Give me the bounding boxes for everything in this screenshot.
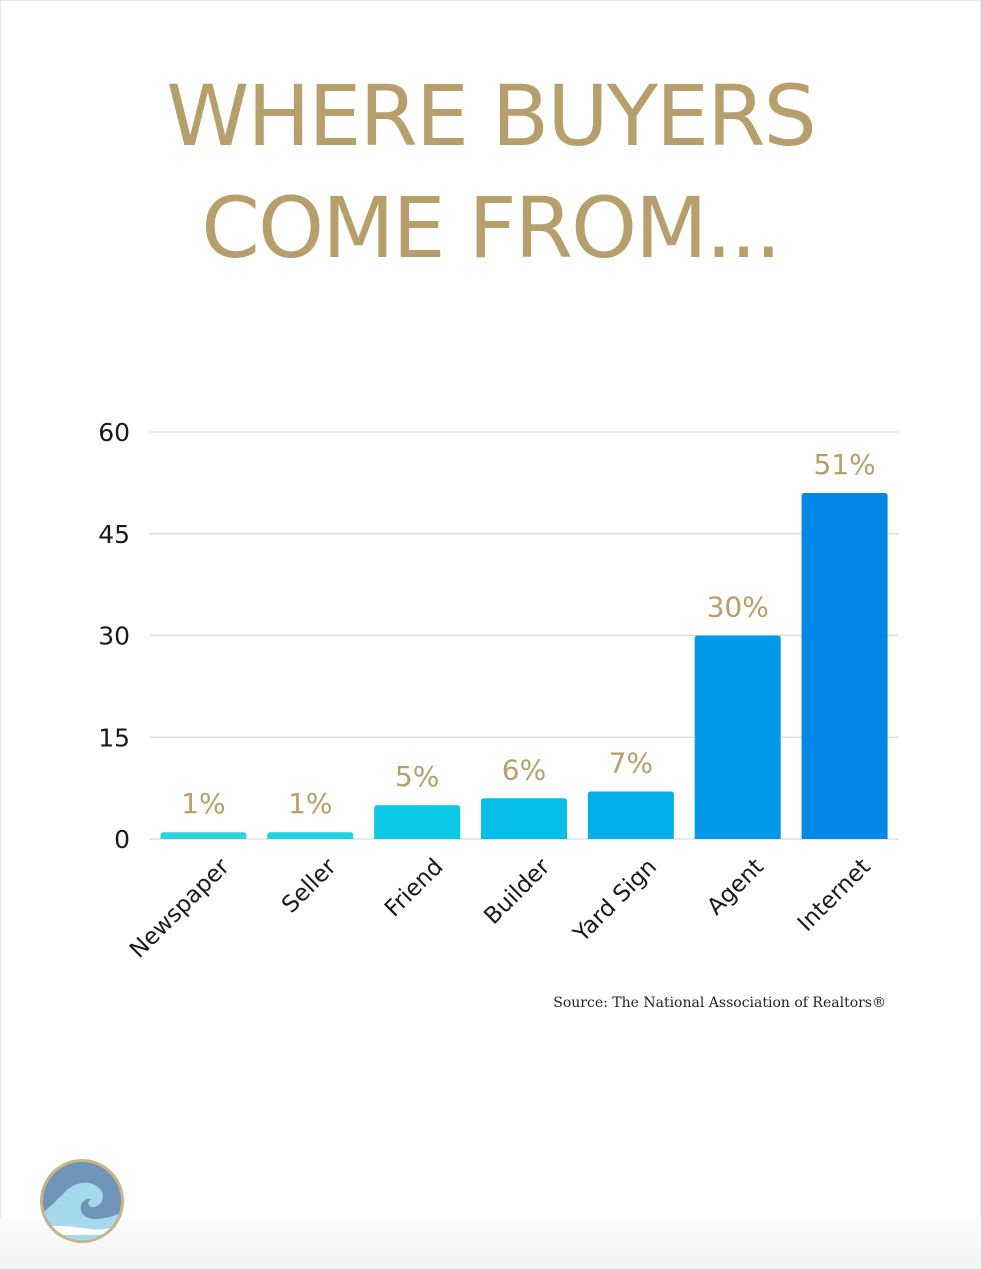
x-tick-label: Friend <box>380 854 448 922</box>
y-tick-label: 0 <box>114 825 130 854</box>
x-tick-label: Builder <box>479 853 555 929</box>
data-label: 6% <box>502 753 546 786</box>
y-tick-label: 15 <box>98 723 130 752</box>
bottom-band <box>0 1218 981 1269</box>
x-axis-ticks: Newspaper Seller Friend Builder Yard Sign Age… <box>125 853 876 963</box>
y-tick-label: 30 <box>98 622 130 651</box>
source-note: Source: The National Association of Real… <box>553 995 886 1011</box>
x-tick-label: Agent <box>702 854 769 921</box>
bar-seller <box>267 832 354 839</box>
bar-yard-sign <box>587 791 674 839</box>
data-label: 1% <box>181 787 225 820</box>
data-label: 30% <box>707 591 769 624</box>
data-label-layer: 1% 1% 5% 6% 7% 30% 51% <box>181 448 875 820</box>
bar-builder <box>481 798 567 839</box>
title-line-1: WHERE BUYERS <box>166 67 817 165</box>
bar-internet <box>801 493 888 839</box>
data-label: 5% <box>395 760 439 793</box>
y-axis-ticks: 0 15 30 45 60 <box>98 418 130 854</box>
bar-agent <box>694 635 781 839</box>
data-label: 7% <box>609 747 653 780</box>
x-tick-label: Internet <box>793 854 876 937</box>
x-tick-label: Seller <box>277 853 342 918</box>
wave-logo-icon <box>40 1159 124 1243</box>
data-label: 1% <box>288 787 332 820</box>
title-line-2: COME FROM... <box>201 179 781 277</box>
bar-friend <box>374 805 461 839</box>
x-tick-label: Yard Sign <box>568 854 662 948</box>
bar-layer <box>160 493 888 839</box>
bar-chart: 0 15 30 45 60 1% 1% 5% 6% 7% 30% 51% Newspaper Sell… <box>98 418 898 964</box>
bar-newspaper <box>160 832 247 839</box>
data-label: 51% <box>813 448 875 481</box>
y-tick-label: 45 <box>98 520 130 549</box>
x-tick-label: Newspaper <box>125 853 235 963</box>
y-tick-label: 60 <box>98 418 130 447</box>
